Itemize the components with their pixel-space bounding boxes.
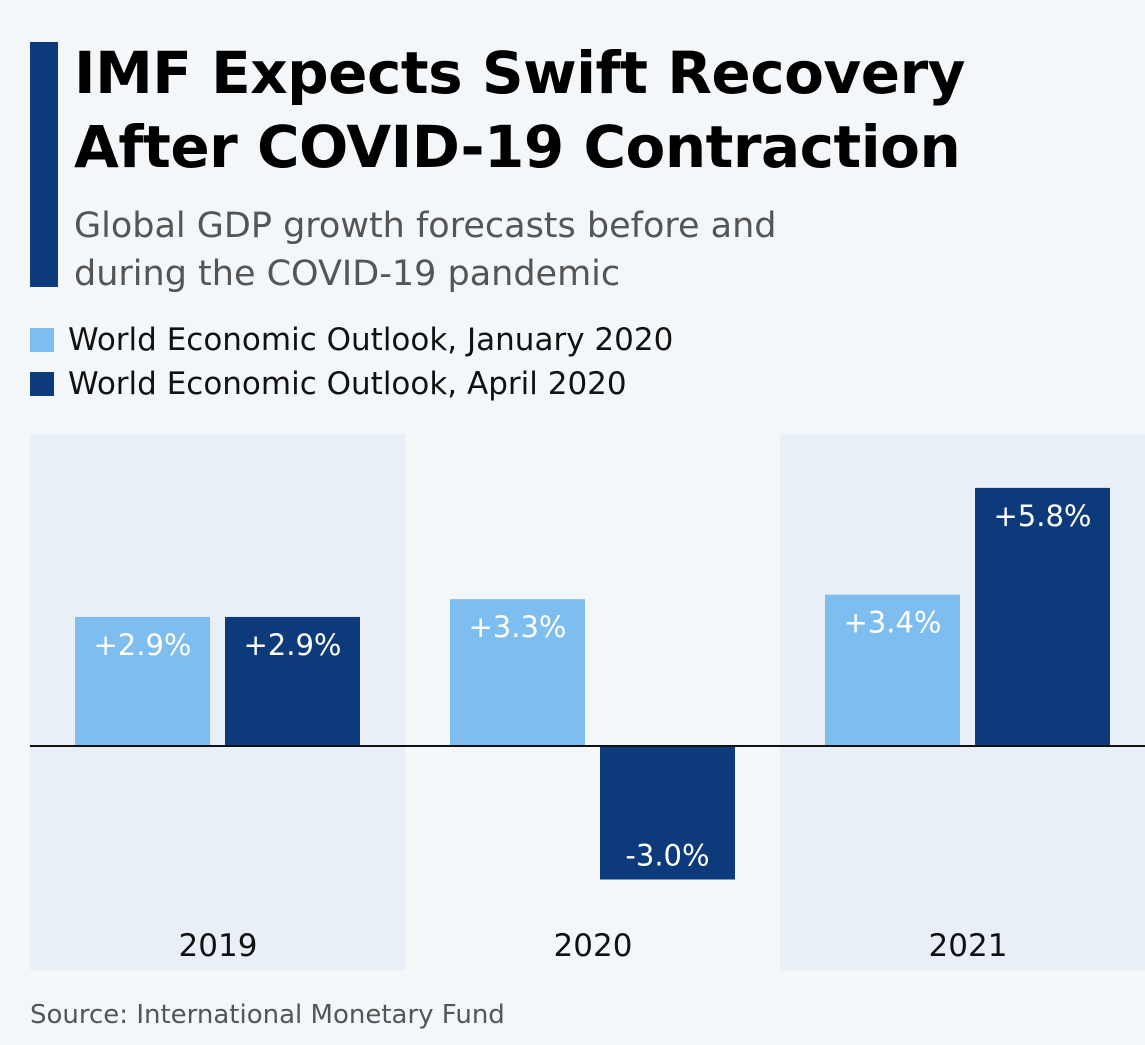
source-note: Source: International Monetary Fund bbox=[30, 1000, 505, 1030]
chart-title: IMF Expects Swift Recovery After COVID-1… bbox=[74, 39, 965, 181]
legend-swatch-january bbox=[30, 328, 54, 352]
legend-label-april: World Economic Outlook, April 2020 bbox=[68, 366, 627, 402]
x-tick-label-2021: 2021 bbox=[929, 928, 1008, 964]
legend-item-january: World Economic Outlook, January 2020 bbox=[30, 318, 673, 362]
chart-subtitle: Global GDP growth forecasts before and d… bbox=[74, 206, 777, 294]
legend: World Economic Outlook, January 2020 Wor… bbox=[30, 318, 673, 406]
bar-2021-series-2 bbox=[975, 487, 1110, 746]
legend-item-april: World Economic Outlook, April 2020 bbox=[30, 362, 673, 406]
data-label-2020-series-1: +3.3% bbox=[469, 610, 567, 644]
bar-2020-series-1 bbox=[450, 599, 585, 746]
data-label-2020-series-2: -3.0% bbox=[625, 839, 709, 873]
data-label-2021-series-1: +3.4% bbox=[844, 606, 942, 640]
data-label-2019-series-1: +2.9% bbox=[94, 628, 192, 662]
x-tick-label-2020: 2020 bbox=[554, 928, 633, 964]
bar-2019-series-1 bbox=[75, 616, 210, 746]
data-label-2019-series-2: +2.9% bbox=[244, 628, 342, 662]
x-tick-label-2019: 2019 bbox=[179, 928, 258, 964]
bar-2020-series-2 bbox=[600, 746, 735, 880]
bar-2021-series-1 bbox=[825, 594, 960, 746]
legend-label-january: World Economic Outlook, January 2020 bbox=[68, 322, 674, 358]
title-accent-bar bbox=[30, 42, 58, 287]
bar-2019-series-2 bbox=[225, 616, 360, 746]
data-label-2021-series-2: +5.8% bbox=[994, 499, 1092, 533]
legend-swatch-april bbox=[30, 372, 54, 396]
